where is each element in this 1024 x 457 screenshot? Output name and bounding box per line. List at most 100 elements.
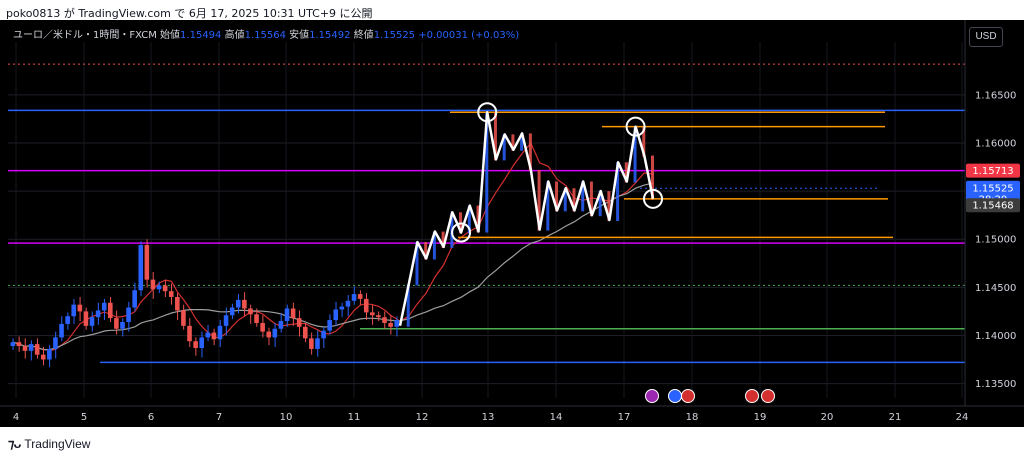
candle-down (309, 338, 314, 349)
candle-down (290, 308, 296, 319)
candle-down (114, 318, 119, 329)
time-tick-label: 19 (754, 412, 767, 423)
candle-up (616, 162, 620, 221)
chart-frame (0, 20, 1024, 427)
candle-down (651, 155, 654, 200)
event-icons (645, 389, 775, 403)
candle-down (266, 331, 272, 338)
time-tick-label: 6 (148, 412, 154, 423)
candle-up (333, 309, 339, 321)
candle-up (28, 344, 34, 351)
candle-down (40, 354, 46, 360)
time-tick-label: 12 (416, 412, 429, 423)
candle-down (382, 317, 387, 323)
candle-down (528, 133, 532, 171)
candle-up (101, 302, 107, 311)
price-tag-ma-bg (966, 198, 1020, 213)
candle-down (296, 318, 302, 327)
candle-down (108, 302, 113, 319)
candle-down (555, 181, 559, 212)
globe-icon (668, 389, 682, 403)
time-tick-label: 5 (81, 412, 87, 423)
time-tick-label: 10 (280, 412, 293, 423)
candle-down (168, 291, 174, 297)
price-axis: 1.165001.160001.155001.150001.145001.140… (964, 20, 1020, 406)
time-tick-label: 21 (889, 412, 902, 423)
candle-up (89, 317, 95, 326)
candle-up (321, 330, 326, 339)
candle-up (10, 342, 16, 347)
candle-up (235, 299, 241, 308)
candle-down (363, 298, 369, 313)
us-flag-icon (681, 389, 695, 403)
candle-up (65, 316, 70, 324)
candle-up (345, 300, 351, 307)
time-tick-label: 14 (550, 412, 563, 423)
candle-down (424, 242, 428, 260)
ma-fast-line (12, 142, 654, 352)
wave-circle (643, 188, 663, 209)
open-label: 始値 (160, 30, 181, 41)
candle-down (376, 315, 381, 318)
candle-up (120, 321, 125, 329)
candle-down (162, 285, 168, 292)
candle-up (284, 308, 290, 322)
candle-up (59, 323, 64, 338)
candle-up (47, 348, 52, 360)
wave-circle (625, 116, 646, 137)
candle-up (351, 294, 357, 301)
publish-info: poko0813 が TradingView.com で 6月 17, 2025… (6, 7, 373, 20)
candle-up (502, 134, 506, 161)
candle-down (248, 308, 253, 315)
candle-down (303, 326, 308, 339)
price-tick-label: 1.16000 (975, 139, 1016, 150)
price-tick-label: 1.14500 (975, 283, 1016, 294)
close-value: 1.15525 (373, 30, 416, 41)
price-tag-current: 1.15525 (972, 184, 1013, 195)
moving-averages (12, 142, 654, 352)
change-value: +0.00031 (+0.03%) (418, 30, 520, 41)
candle-down (589, 181, 593, 217)
price-tick-label: 1.13500 (975, 379, 1016, 390)
price-tag-level-bg (966, 163, 1020, 178)
candle-up (156, 285, 162, 290)
symbol-name: ユーロ／米ドル・1時間・FXCM (13, 30, 157, 41)
candle-down (357, 294, 363, 299)
candle-up (315, 338, 320, 349)
candle-up (272, 328, 278, 338)
price-tick-label: 1.16500 (975, 90, 1016, 101)
candle-down (624, 162, 628, 183)
candle-up (53, 337, 58, 349)
candle-up (138, 245, 144, 291)
candle-up (406, 284, 410, 327)
wave-path (398, 110, 655, 327)
price-tick-label: 1.14000 (975, 331, 1016, 342)
price-chart[interactable]: 1.165001.160001.155001.150001.145001.140… (0, 20, 1024, 427)
candle-down (537, 169, 541, 231)
candle-up (394, 320, 399, 327)
close-label: 終値 (353, 30, 374, 41)
candle-down (83, 311, 89, 326)
candle-down (144, 245, 150, 280)
candle-up (633, 126, 637, 183)
wave-circle (477, 102, 498, 123)
tradingview-logo[interactable]: ⁊ᴗ TradingView (8, 436, 90, 452)
candle-up (598, 191, 602, 217)
us-flag-icon (761, 389, 775, 403)
candle-down (77, 304, 83, 312)
candle-down (181, 310, 186, 326)
wave-line (398, 110, 655, 327)
currency-button[interactable]: USD (969, 27, 1003, 47)
candle-up (71, 304, 77, 317)
candle-down (476, 205, 480, 233)
pattern-lines (450, 111, 893, 239)
candle-up (132, 290, 137, 308)
candle-down (607, 191, 611, 221)
tradingview-logo-icon: ⁊ᴗ (8, 436, 21, 451)
time-axis: 4 5 6 7 10 11 12 13 14 17 18 19 20 21 24 (0, 405, 1024, 423)
candle-up (339, 306, 345, 310)
candle-up (199, 337, 204, 348)
candle-up (581, 181, 585, 212)
candle-down (260, 322, 265, 332)
candle-down (511, 134, 515, 151)
